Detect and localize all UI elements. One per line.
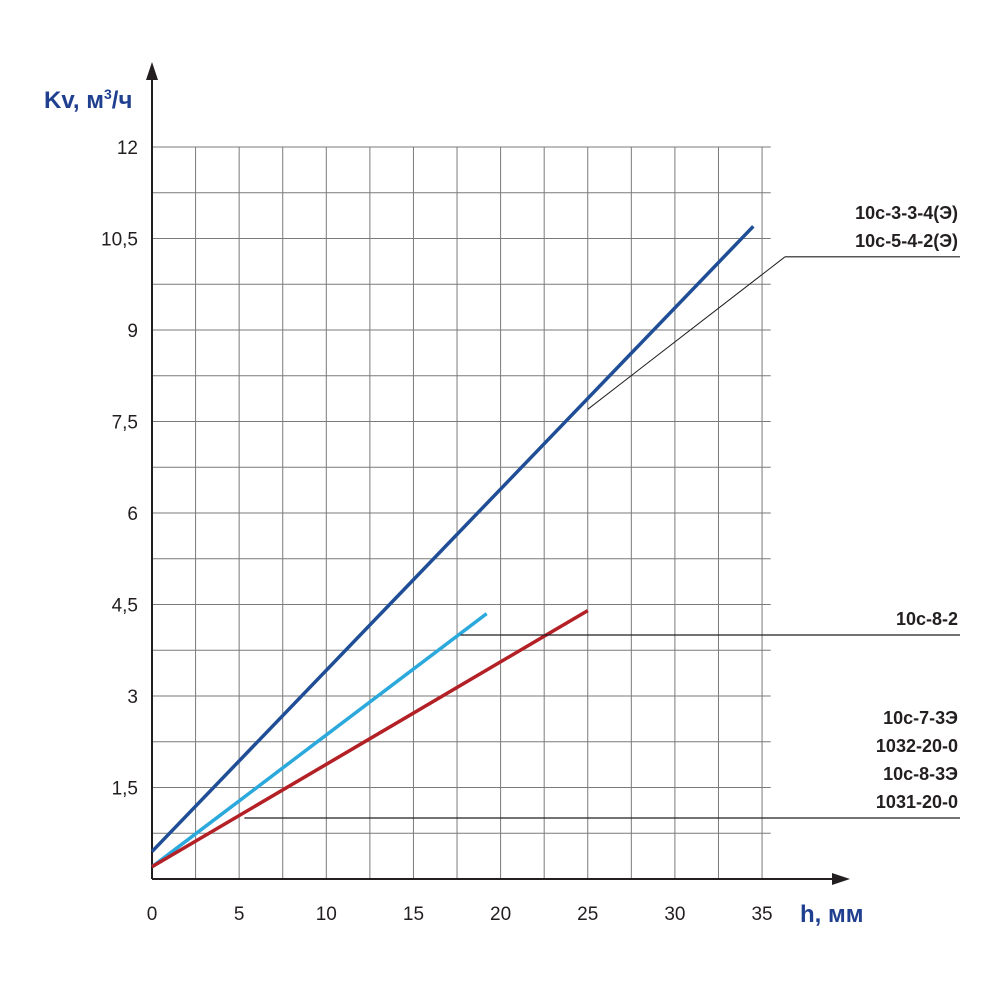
y-axis-title: Kv, м3/ч bbox=[44, 86, 132, 114]
callout-leader-1 bbox=[587, 256, 786, 410]
grid bbox=[152, 146, 771, 879]
y-tick-label: 4,5 bbox=[112, 596, 138, 617]
axes bbox=[146, 62, 850, 885]
x-axis-title: h, мм bbox=[800, 901, 864, 928]
series-line-3 bbox=[151, 609, 589, 869]
y-tick-label: 9 bbox=[127, 321, 138, 342]
y-tick-label: 1,5 bbox=[112, 779, 138, 800]
x-tick-label: 5 bbox=[234, 904, 245, 925]
series-line-2 bbox=[150, 612, 488, 869]
series-lines bbox=[150, 225, 755, 869]
y-tick-label: 6 bbox=[127, 504, 138, 525]
callout-label: 10с-3-3-4(Э) bbox=[855, 203, 958, 223]
x-tick-label: 0 bbox=[147, 904, 158, 925]
series-line-1 bbox=[150, 225, 755, 853]
callout-label: 10с-8-3Э bbox=[883, 764, 958, 784]
callout-label: 10с-7-3Э bbox=[883, 708, 958, 728]
x-tick-label: 30 bbox=[664, 904, 685, 925]
y-tick-label: 10,5 bbox=[101, 230, 138, 251]
x-tick-label: 20 bbox=[490, 904, 511, 925]
x-tick-label: 25 bbox=[577, 904, 598, 925]
y-tick-label: 12 bbox=[117, 138, 138, 159]
x-tick-label: 35 bbox=[751, 904, 772, 925]
callout-label: 1032-20-0 bbox=[876, 736, 958, 756]
callout-label: 10с-5-4-2(Э) bbox=[855, 231, 958, 251]
tick-labels: 0 5 10 15 20 25 30 35 1,5 3 4,5 6 7,5 9 10,5 12 bbox=[101, 138, 773, 925]
y-axis-arrow bbox=[146, 62, 158, 80]
callout-label: 10с-8-2 bbox=[896, 609, 958, 629]
callout-label: 1031-20-0 bbox=[876, 792, 958, 812]
y-tick-label: 3 bbox=[127, 687, 138, 708]
x-axis-arrow bbox=[832, 873, 850, 885]
callouts: 10с-3-3-4(Э) 10с-5-4-2(Э) 10с-8-2 10с-7-3Э 1… bbox=[244, 203, 960, 819]
y-tick-label: 7,5 bbox=[112, 413, 138, 434]
x-tick-label: 10 bbox=[316, 904, 337, 925]
x-tick-label: 15 bbox=[403, 904, 424, 925]
